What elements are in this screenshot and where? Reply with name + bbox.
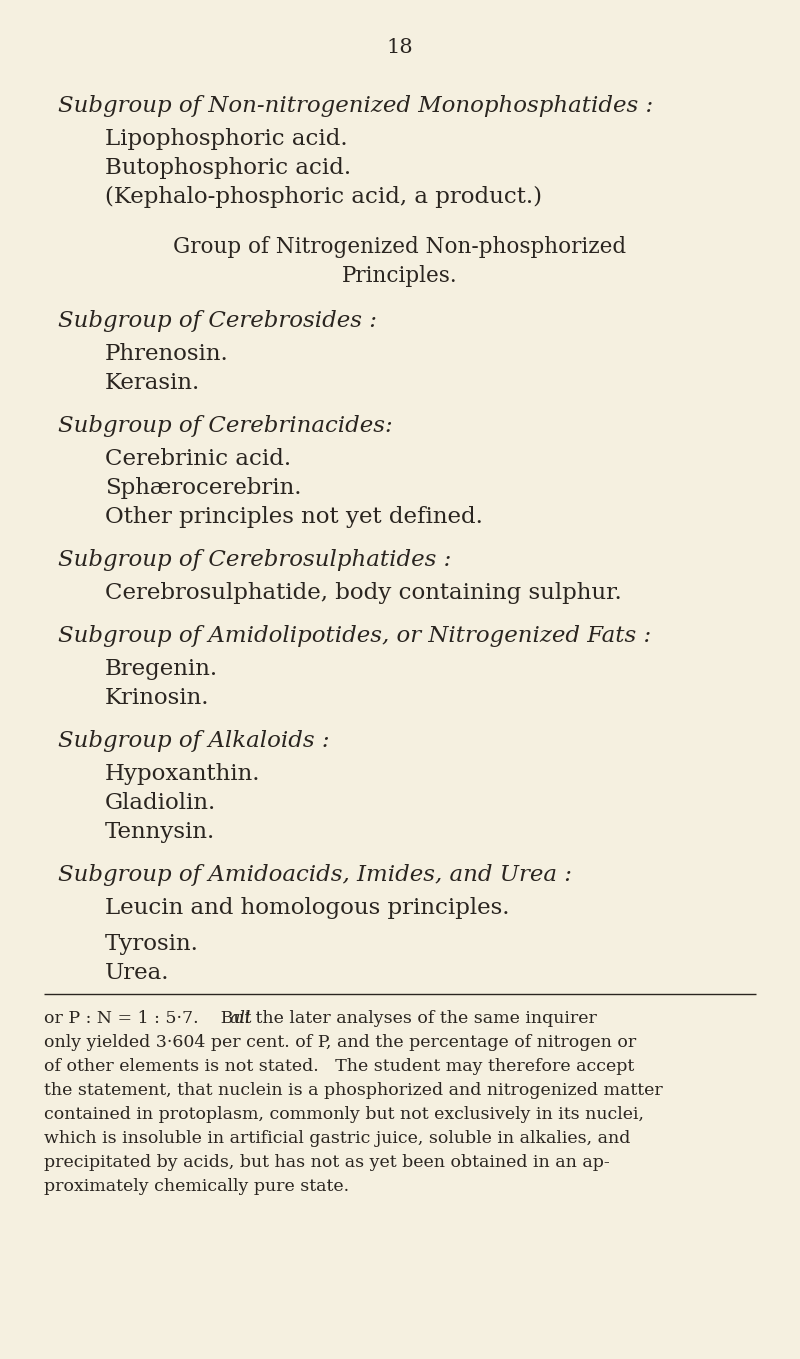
Text: Lipophosphoric acid.: Lipophosphoric acid. — [105, 128, 348, 149]
Text: (Kephalo-phosphoric acid, a product.): (Kephalo-phosphoric acid, a product.) — [105, 186, 542, 208]
Text: of other elements is not stated.   The student may therefore accept: of other elements is not stated. The stu… — [44, 1059, 634, 1075]
Text: Subgroup of Alkaloids :: Subgroup of Alkaloids : — [58, 730, 330, 752]
Text: proximately chemically pure state.: proximately chemically pure state. — [44, 1178, 349, 1195]
Text: Subgroup of Non-nitrogenized Monophosphatides :: Subgroup of Non-nitrogenized Monophospha… — [58, 95, 654, 117]
Text: which is insoluble in artificial gastric juice, soluble in alkalies, and: which is insoluble in artificial gastric… — [44, 1129, 630, 1147]
Text: the statement, that nuclein is a phosphorized and nitrogenized matter: the statement, that nuclein is a phospho… — [44, 1082, 662, 1099]
Text: Other principles not yet defined.: Other principles not yet defined. — [105, 506, 483, 529]
Text: Subgroup of Amidolipotides, or Nitrogenized Fats :: Subgroup of Amidolipotides, or Nitrogeni… — [58, 625, 651, 647]
Text: Bregenin.: Bregenin. — [105, 658, 218, 680]
Text: Group of Nitrogenized Non-phosphorized: Group of Nitrogenized Non-phosphorized — [174, 236, 626, 258]
Text: all: all — [229, 1010, 250, 1027]
Text: the later analyses of the same inquirer: the later analyses of the same inquirer — [250, 1010, 596, 1027]
Text: only yielded 3·604 per cent. of P, and the percentage of nitrogen or: only yielded 3·604 per cent. of P, and t… — [44, 1034, 636, 1051]
Text: or P : N = 1 : 5·7.    But: or P : N = 1 : 5·7. But — [44, 1010, 257, 1027]
Text: Krinosin.: Krinosin. — [105, 688, 210, 709]
Text: Sphærocerebrin.: Sphærocerebrin. — [105, 477, 302, 499]
Text: Cerebrinic acid.: Cerebrinic acid. — [105, 448, 291, 470]
Text: Kerasin.: Kerasin. — [105, 372, 200, 394]
Text: contained in protoplasm, commonly but not exclusively in its nuclei,: contained in protoplasm, commonly but no… — [44, 1106, 644, 1123]
Text: Phrenosin.: Phrenosin. — [105, 342, 229, 366]
Text: Subgroup of Cerebrosulphatides :: Subgroup of Cerebrosulphatides : — [58, 549, 451, 571]
Text: 18: 18 — [386, 38, 414, 57]
Text: Urea.: Urea. — [105, 962, 170, 984]
Text: Leucin and homologous principles.: Leucin and homologous principles. — [105, 897, 510, 919]
Text: precipitated by acids, but has not as yet been obtained in an ap-: precipitated by acids, but has not as ye… — [44, 1154, 610, 1171]
Text: Principles.: Principles. — [342, 265, 458, 287]
Text: Subgroup of Amidoacids, Imides, and Urea :: Subgroup of Amidoacids, Imides, and Urea… — [58, 864, 572, 886]
Text: Butophosphoric acid.: Butophosphoric acid. — [105, 158, 351, 179]
Text: Hypoxanthin.: Hypoxanthin. — [105, 762, 261, 786]
Text: Subgroup of Cerebrosides :: Subgroup of Cerebrosides : — [58, 310, 377, 332]
Text: Gladiolin.: Gladiolin. — [105, 792, 216, 814]
Text: Subgroup of Cerebrinacides:: Subgroup of Cerebrinacides: — [58, 414, 393, 438]
Text: Tennysin.: Tennysin. — [105, 821, 215, 843]
Text: Tyrosin.: Tyrosin. — [105, 934, 199, 955]
Text: Cerebrosulphatide, body containing sulphur.: Cerebrosulphatide, body containing sulph… — [105, 582, 622, 603]
